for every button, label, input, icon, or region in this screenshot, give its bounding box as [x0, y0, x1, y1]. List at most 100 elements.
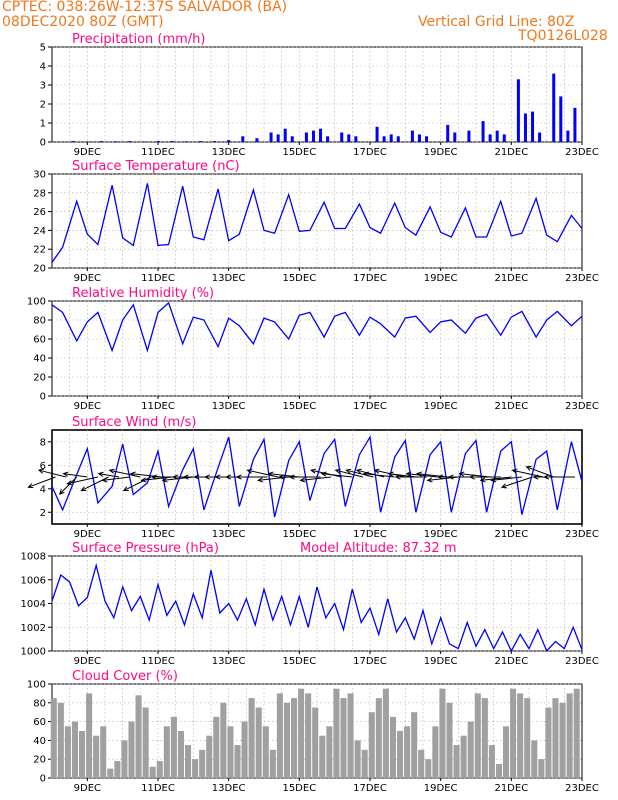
cloud-bar	[382, 688, 389, 778]
y-tick-label: 2	[40, 100, 46, 111]
cloud-bar	[531, 740, 538, 778]
y-tick-label: 22	[33, 245, 46, 256]
precip-bar	[538, 132, 542, 142]
precip-bar	[467, 130, 471, 142]
precip-bar	[156, 141, 160, 142]
y-tick-label: 100	[27, 680, 46, 691]
x-tick-label: 9DEC	[74, 529, 101, 540]
cloud-bar	[545, 707, 552, 778]
wind-arrow	[37, 468, 67, 478]
cloud-bar	[291, 698, 298, 778]
x-tick-label: 15DEC	[282, 656, 316, 667]
cloud-bar	[326, 726, 333, 778]
cloud-bar	[227, 726, 234, 778]
x-tick-label: 9DEC	[74, 273, 101, 284]
cloud-bar	[142, 707, 149, 778]
series-line	[51, 562, 583, 653]
y-tick-label: 28	[33, 188, 46, 199]
cloud-bar	[538, 759, 545, 778]
cloud-bar	[467, 721, 474, 778]
y-tick-label: 80	[33, 316, 46, 327]
y-tick-label: 20	[33, 264, 46, 275]
plot-frame	[51, 46, 583, 143]
cloud-bar	[425, 759, 432, 778]
precip-bar	[283, 128, 287, 142]
cloud-bar	[298, 688, 305, 778]
x-tick-label: 15DEC	[282, 273, 316, 284]
x-tick-label: 9DEC	[74, 401, 101, 412]
precip-bar	[99, 141, 103, 142]
cloud-bar	[100, 726, 107, 778]
cloud-bar	[86, 693, 93, 778]
cloud-bar	[234, 745, 241, 778]
x-tick-label: 21DEC	[494, 783, 528, 794]
wind-arrow	[256, 476, 289, 483]
y-tick-label: 0	[40, 774, 46, 785]
x-tick-label: 17DEC	[353, 529, 387, 540]
cloud-bar	[439, 688, 446, 778]
precip-bar	[340, 132, 344, 142]
cloud-bar	[573, 688, 580, 778]
x-tick-label: 9DEC	[74, 147, 101, 158]
cloud-bar	[206, 735, 213, 778]
precip-bar	[446, 124, 450, 142]
wind-arrow	[129, 471, 162, 478]
panel-5: 0 20 40 60 80 100 9DEC 11DEC 13DEC 15DEC 17DEC 19DE…	[27, 680, 599, 795]
cloud-bar	[361, 749, 368, 778]
y-tick-label: 1006	[21, 575, 46, 586]
panel-title: Precipitation (mm/h)	[72, 32, 205, 47]
wind-arrow	[288, 474, 321, 480]
x-tick-label: 19DEC	[424, 529, 458, 540]
cloud-bar	[566, 693, 573, 778]
cloud-bar	[319, 735, 326, 778]
x-tick-label: 15DEC	[282, 401, 316, 412]
wind-arrow	[490, 476, 522, 483]
panel-2: 0 20 40 60 80 100 9DEC 11DEC 13DEC 15DEC 17DEC 19DE…	[27, 297, 599, 413]
cloud-bar	[510, 688, 517, 778]
precip-bar	[417, 134, 421, 142]
precip-bar	[213, 141, 217, 142]
cloud-bar	[107, 768, 114, 778]
cloud-bar	[453, 745, 460, 778]
precip-bar	[502, 134, 506, 142]
y-tick-label: 1004	[21, 599, 46, 610]
cloud-bar	[135, 695, 142, 778]
y-tick-label: 1	[40, 119, 46, 130]
x-tick-label: 13DEC	[212, 656, 246, 667]
y-tick-label: 80	[33, 698, 46, 709]
wind-arrow	[27, 476, 56, 489]
x-tick-label: 19DEC	[424, 147, 458, 158]
precip-bar	[354, 136, 358, 142]
cloud-bar	[283, 702, 290, 778]
wind-arrow	[500, 476, 533, 489]
precip-bar	[269, 132, 273, 142]
precip-bar	[552, 73, 556, 142]
cloud-bar	[276, 693, 283, 778]
precip-bar	[128, 141, 132, 142]
precip-bar	[425, 136, 429, 142]
y-tick-label: 30	[33, 170, 46, 181]
cloud-bar	[312, 707, 319, 778]
x-tick-label: 23DEC	[565, 147, 599, 158]
y-tick-label: 8	[40, 437, 46, 448]
cloud-bar	[156, 761, 163, 778]
wind-arrow	[122, 476, 152, 492]
x-tick-label: 15DEC	[282, 783, 316, 794]
cloud-bar	[397, 731, 404, 778]
precip-bar	[198, 141, 202, 142]
y-tick-label: 2	[40, 508, 46, 519]
cloud-bar	[213, 716, 220, 778]
wind-arrow	[320, 471, 353, 478]
cloud-bar	[481, 698, 488, 778]
cloud-bar	[149, 766, 156, 778]
cloud-bar	[241, 721, 248, 778]
cloud-bar	[163, 726, 170, 778]
cloud-bar	[411, 712, 418, 778]
precip-bar	[142, 141, 146, 142]
x-tick-label: 11DEC	[141, 401, 175, 412]
cloud-bar	[495, 763, 502, 778]
y-tick-label: 100	[27, 297, 46, 308]
wind-arrow	[362, 471, 395, 478]
precip-bar	[481, 121, 485, 142]
